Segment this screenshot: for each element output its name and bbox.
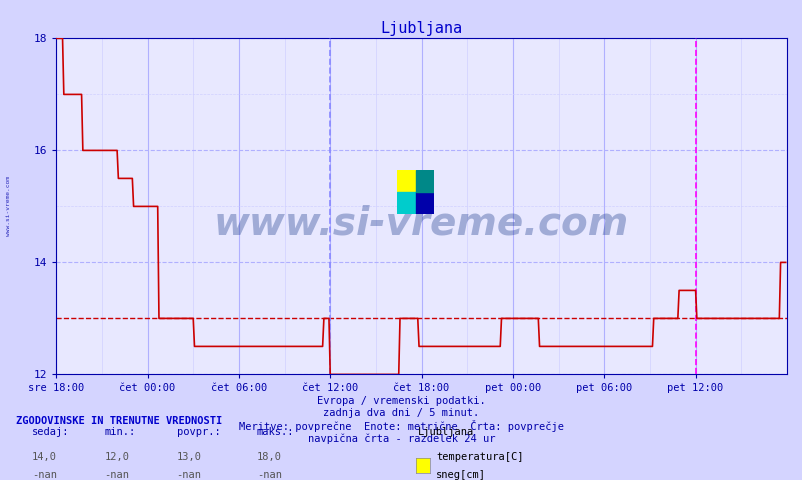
Bar — [415, 192, 433, 214]
Text: 12,0: 12,0 — [104, 452, 129, 462]
Text: Evropa / vremenski podatki.
zadnja dva dni / 5 minut.
Meritve: povprečne  Enote:: Evropa / vremenski podatki. zadnja dva d… — [239, 396, 563, 444]
Text: sedaj:: sedaj: — [32, 427, 70, 437]
Text: ZGODOVINSKE IN TRENUTNE VREDNOSTI: ZGODOVINSKE IN TRENUTNE VREDNOSTI — [16, 416, 222, 426]
Title: Ljubljana: Ljubljana — [380, 21, 462, 36]
Text: www.si-vreme.com: www.si-vreme.com — [6, 176, 11, 236]
Text: -nan: -nan — [104, 470, 129, 480]
Text: www.si-vreme.com: www.si-vreme.com — [213, 204, 629, 242]
Text: 13,0: 13,0 — [176, 452, 201, 462]
Text: Ljubljana: Ljubljana — [417, 427, 473, 437]
Bar — [397, 192, 415, 214]
Text: 14,0: 14,0 — [32, 452, 57, 462]
Text: sneg[cm]: sneg[cm] — [435, 470, 485, 480]
Text: povpr.:: povpr.: — [176, 427, 220, 437]
Bar — [397, 170, 415, 192]
Text: temperatura[C]: temperatura[C] — [435, 452, 523, 462]
Text: maks.:: maks.: — [257, 427, 294, 437]
Text: -nan: -nan — [32, 470, 57, 480]
Text: min.:: min.: — [104, 427, 136, 437]
Text: -nan: -nan — [257, 470, 282, 480]
Text: -nan: -nan — [176, 470, 201, 480]
Bar — [415, 170, 433, 192]
Text: 18,0: 18,0 — [257, 452, 282, 462]
